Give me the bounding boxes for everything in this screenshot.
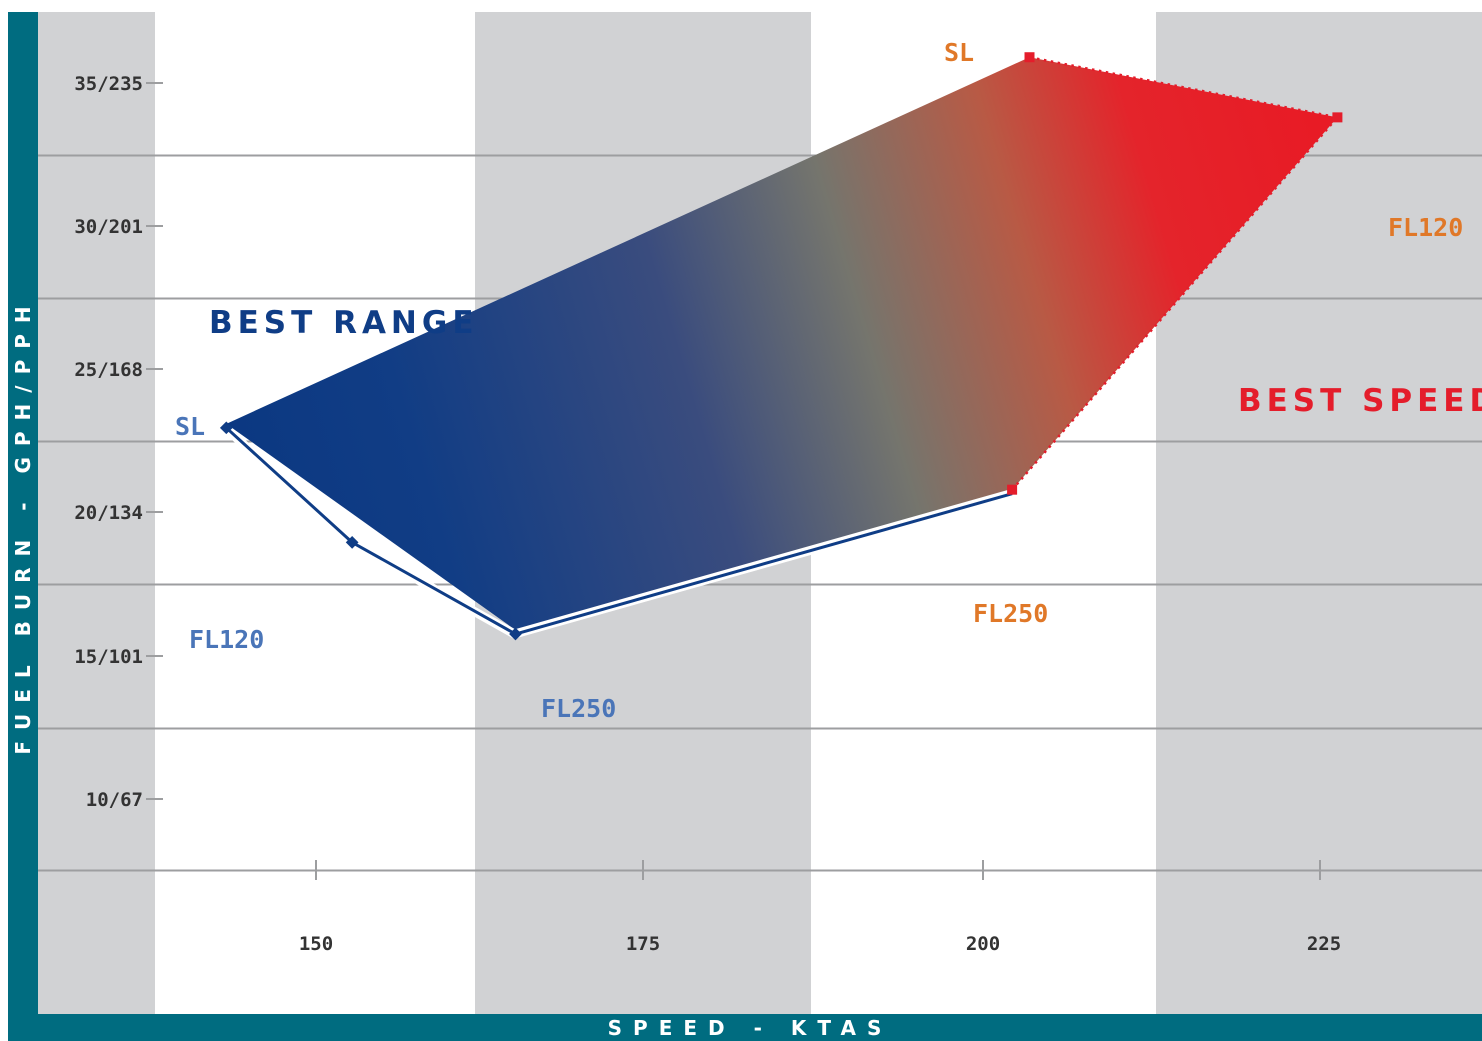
- x-tick-label: 225: [1307, 933, 1341, 955]
- range-fl250-label: FL250: [541, 694, 616, 723]
- best-speed-point: [1024, 52, 1035, 63]
- best-range-label: BEST RANGE: [209, 305, 479, 341]
- best-range-point: [219, 421, 233, 435]
- speed-sl-label: SL: [944, 38, 974, 67]
- point-labels: SL FL120 FL250 SL FL120 FL250: [175, 38, 1463, 723]
- best-speed-solid-segment: [515, 492, 1013, 636]
- y-tick-label: 30/201: [74, 216, 143, 238]
- x-tick-labels: 150 175 200 225: [299, 933, 1341, 955]
- y-tick-label: 25/168: [74, 359, 143, 381]
- range-sl-label: SL: [175, 412, 205, 441]
- best-speed-point: [1007, 484, 1018, 495]
- x-tick-label: 200: [966, 933, 1000, 955]
- y-axis-bar: [8, 12, 38, 1041]
- performance-envelope-area: [226, 57, 1338, 631]
- x-tick-label: 175: [626, 933, 660, 955]
- x-tick-label: 150: [299, 933, 333, 955]
- band: [38, 12, 155, 1014]
- speed-fl120-label: FL120: [1388, 213, 1463, 242]
- best-speed-point: [1332, 112, 1343, 123]
- data-markers: [219, 52, 1343, 641]
- best-range-point: [509, 627, 522, 641]
- y-tick-label: 20/134: [74, 502, 143, 524]
- y-axis-title: FUEL BURN - GPH/PPH: [11, 295, 35, 754]
- range-fl120-label: FL120: [189, 625, 264, 654]
- y-tick-label: 10/67: [86, 789, 143, 811]
- x-ticks: [315, 860, 1321, 880]
- y-ticks: [146, 82, 163, 800]
- y-tick-labels: 35/235 30/201 25/168 20/134 15/101 10/67: [74, 73, 143, 811]
- speed-fl250-label: FL250: [973, 599, 1048, 628]
- best-speed-label: BEST SPEED: [1238, 383, 1482, 419]
- y-tick-label: 15/101: [74, 646, 143, 668]
- x-axis-bar: [8, 1014, 1482, 1041]
- y-tick-label: 35/235: [74, 73, 143, 95]
- x-axis-title: SPEED - KTAS: [608, 1016, 893, 1040]
